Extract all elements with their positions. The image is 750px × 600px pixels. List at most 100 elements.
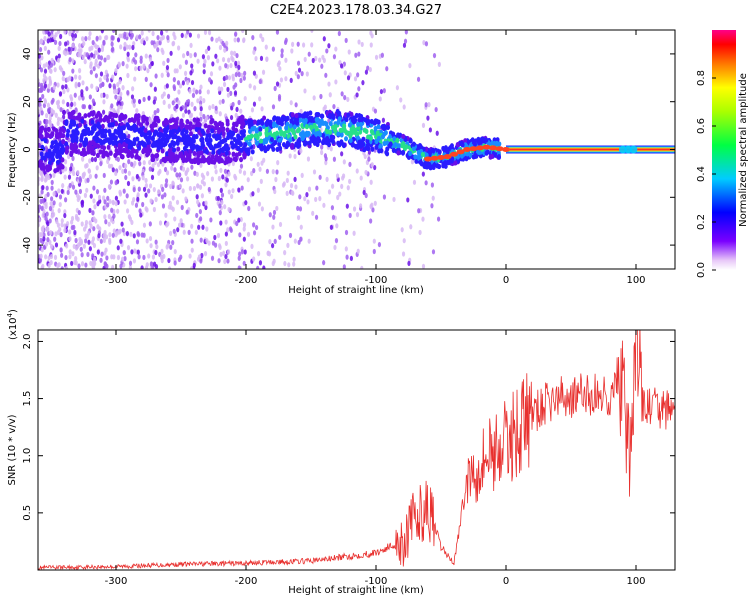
- spectrogram-cell: [110, 103, 114, 109]
- spectrogram-cell: [346, 96, 350, 103]
- spectrogram-cell: [148, 56, 153, 63]
- spectrogram-cell: [107, 139, 112, 146]
- spectrogram-cell: [376, 135, 381, 142]
- spectrogram-cell: [61, 114, 66, 120]
- spectrogram-cell: [156, 108, 160, 114]
- spectrogram-cell: [79, 47, 83, 54]
- spectrogram-cell: [297, 142, 302, 148]
- spectrogram-cell: [113, 128, 118, 134]
- spectrogram-cell: [332, 103, 336, 110]
- spectrogram-cell: [38, 208, 41, 214]
- spectrogram-cell: [364, 69, 369, 75]
- spectrogram-cell: [331, 214, 336, 220]
- spectrogram-cell: [164, 119, 169, 125]
- spectrogram-cell: [69, 94, 73, 100]
- spectrogram-cell: [226, 227, 230, 233]
- spectrogram-cell: [184, 59, 188, 65]
- spectrogram-cell: [248, 83, 252, 89]
- spectrogram-cell: [234, 71, 238, 78]
- spectrogram-cell: [306, 199, 310, 205]
- spectrogram-cell: [60, 218, 64, 224]
- spectrogram-cell: [220, 147, 225, 154]
- spectrogram-cell: [285, 177, 289, 184]
- spectrogram-cell: [178, 83, 183, 89]
- spectrogram-cell: [188, 32, 192, 38]
- spectrogram-cell: [400, 227, 404, 233]
- spectrogram-cell: [225, 177, 229, 183]
- spectrogram-cell: [78, 68, 82, 74]
- spectrogram-cell: [234, 82, 238, 88]
- spectrogram-cell: [38, 168, 41, 174]
- spectrogram-cell: [148, 159, 152, 166]
- spectrogram-cell: [347, 122, 352, 128]
- spectrogram-cell: [204, 200, 208, 206]
- spectrogram-cell: [321, 54, 325, 60]
- spectrogram-cell: [56, 222, 61, 228]
- spectrogram-cell: [188, 185, 192, 192]
- spectrogram-cell: [315, 185, 319, 191]
- spectrogram-cell: [264, 120, 269, 127]
- spectrogram-cell: [192, 117, 197, 123]
- spectrogram-cell: [181, 80, 185, 86]
- spectrogram-cell: [351, 142, 356, 148]
- spectrogram-cell: [70, 219, 74, 225]
- spectrogram-cell: [136, 120, 141, 126]
- spectrogram-cell: [205, 238, 209, 244]
- spectrogram-cell: [95, 85, 99, 91]
- spectrogram-cell: [79, 135, 84, 141]
- spectrogram-cell: [168, 142, 173, 149]
- spectrogram-cell: [43, 68, 48, 74]
- spectrogram-cell: [69, 151, 74, 157]
- spectrogram-cell: [173, 167, 177, 173]
- spectrogram-x-tick-label: 100: [626, 275, 645, 286]
- spectrogram-cell: [168, 146, 173, 153]
- spectrogram-cell: [117, 62, 121, 68]
- spectrogram-cell: [111, 121, 116, 128]
- spectrogram-cell: [132, 127, 137, 133]
- spectrogram-cell: [179, 177, 184, 183]
- spectrogram-cell: [76, 196, 80, 203]
- spectrogram-cell: [289, 100, 293, 106]
- spectrogram-cell: [115, 88, 119, 95]
- spectrogram-cell: [38, 204, 42, 210]
- spectrogram-cell: [312, 122, 317, 128]
- spectrogram-cell: [62, 88, 66, 95]
- spectrogram-cell: [220, 199, 224, 205]
- spectrogram-cell: [281, 182, 286, 188]
- spectrogram-cell: [106, 54, 110, 61]
- spectrogram-cell: [455, 141, 460, 148]
- spectrogram-cell: [142, 114, 147, 120]
- spectrogram-cell: [102, 172, 106, 179]
- spectrogram-cell: [55, 159, 60, 165]
- spectrogram-cell: [84, 138, 89, 144]
- spectrogram-cell: [88, 46, 92, 52]
- spectrogram-cell: [330, 205, 335, 211]
- spectrogram-cell: [39, 198, 43, 204]
- spectrogram-cell: [118, 147, 123, 153]
- spectrogram-cell: [272, 258, 276, 264]
- spectrogram-cell: [334, 46, 338, 52]
- spectrogram-cell: [241, 120, 246, 126]
- spectrogram-cell: [193, 52, 197, 58]
- spectrogram-cell: [336, 140, 341, 146]
- spectrogram-cell: [299, 236, 303, 242]
- spectrogram-cell: [345, 254, 349, 260]
- spectrogram-cell: [53, 34, 57, 40]
- spectrogram-cell: [226, 134, 231, 141]
- spectrogram-cell: [286, 242, 290, 248]
- spectrogram-cell: [233, 156, 238, 163]
- spectrogram-cell: [41, 93, 45, 100]
- spectrogram-cell: [202, 181, 206, 187]
- spectrogram-cell: [420, 151, 425, 158]
- spectrogram-cell: [309, 124, 314, 130]
- spectrogram-x-tick-label: -200: [235, 275, 258, 286]
- colorbar-gradient: [712, 30, 736, 270]
- spectrogram-cell: [42, 63, 46, 69]
- spectrogram-cell: [126, 180, 131, 187]
- spectrogram-cell: [92, 216, 96, 222]
- spectrogram-cell: [103, 187, 107, 193]
- spectrogram-cell: [366, 65, 370, 71]
- spectrogram-cell: [323, 153, 328, 159]
- spectrogram-cell: [399, 97, 403, 103]
- spectrogram-cell: [126, 152, 131, 158]
